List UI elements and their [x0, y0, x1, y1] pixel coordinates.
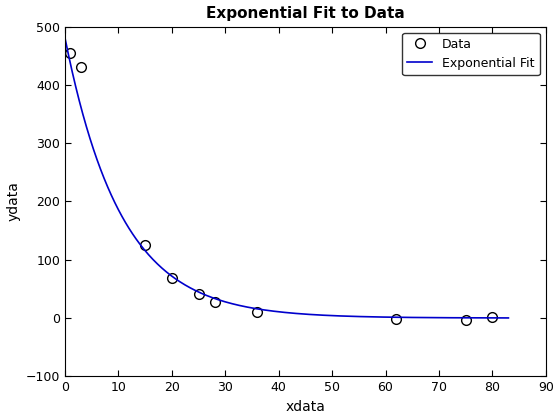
Data [78, 65, 85, 70]
Exponential Fit [275, 309, 282, 314]
Data [169, 276, 175, 281]
Exponential Fit [272, 309, 279, 314]
Line: Data: Data [66, 48, 497, 325]
Exponential Fit [302, 312, 309, 317]
Data [211, 299, 218, 304]
Exponential Fit [505, 315, 512, 320]
Line: Exponential Fit: Exponential Fit [65, 38, 508, 318]
Y-axis label: ydata: ydata [6, 181, 20, 221]
Exponential Fit [325, 313, 332, 318]
Exponential Fit [425, 315, 432, 320]
Data [142, 243, 148, 248]
Exponential Fit [62, 36, 68, 41]
Data [195, 291, 202, 296]
Title: Exponential Fit to Data: Exponential Fit to Data [206, 6, 405, 21]
Legend: Data, Exponential Fit: Data, Exponential Fit [402, 33, 540, 75]
Data [254, 310, 261, 315]
Data [393, 317, 400, 322]
Data [463, 318, 469, 323]
Data [67, 50, 74, 55]
Exponential Fit [494, 315, 501, 320]
Data [489, 314, 496, 319]
X-axis label: xdata: xdata [286, 400, 325, 414]
